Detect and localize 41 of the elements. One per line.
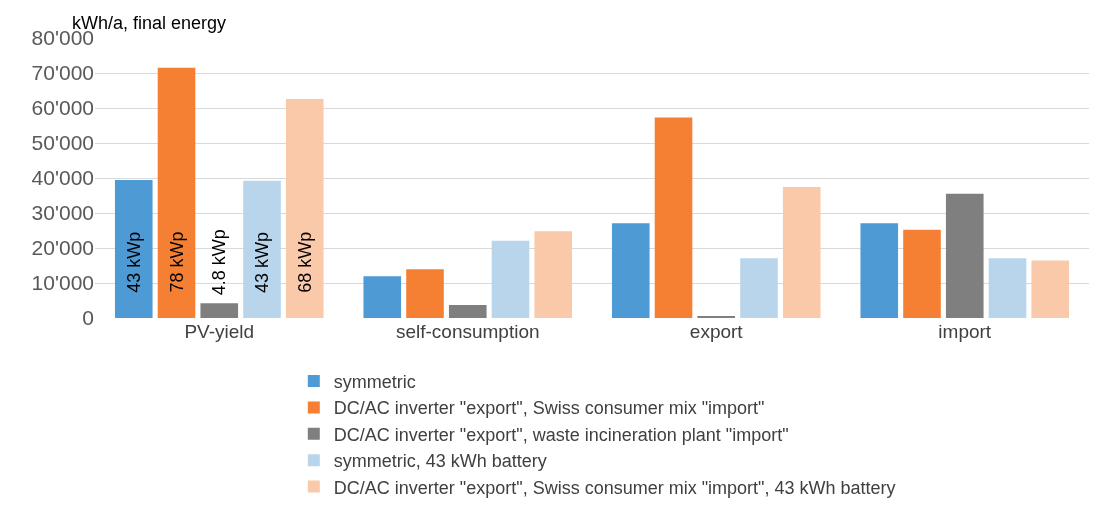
legend-label: DC/AC inverter "export", Swiss consumer mix "import" [333, 398, 765, 419]
y-tick-label: 40'000 [31, 166, 94, 190]
y-tick-label: 30'000 [31, 201, 94, 225]
bar [363, 276, 402, 318]
y-tick-label: 70'000 [31, 61, 94, 85]
bar [860, 223, 899, 318]
y-tick-label: 10'000 [31, 271, 94, 295]
annotation: 43 kWp [251, 231, 272, 293]
x-tick-label: import [938, 321, 992, 342]
bar [740, 258, 778, 318]
x-tick-label: self-consumption [395, 321, 540, 342]
bar [200, 303, 239, 318]
bar [448, 305, 487, 318]
bar [491, 240, 530, 318]
annotation: 4.8 kWp [209, 229, 230, 296]
legend-label: symmetric [333, 372, 416, 393]
annotation: 78 kWp [166, 231, 187, 293]
legend-label: symmetric, 43 kWh battery [333, 451, 547, 472]
bar [114, 180, 153, 318]
bar [243, 180, 281, 318]
annotation: 68 kWp [294, 231, 315, 293]
bar [945, 193, 984, 318]
bar [611, 223, 650, 318]
bar [903, 229, 941, 318]
annotation: 43 kWp [123, 231, 144, 293]
legend-label: DC/AC inverter "export", Swiss consumer mix "import", 43 kWh battery [333, 477, 896, 498]
x-tick-label: PV-yield [184, 321, 255, 342]
bar [1031, 260, 1070, 318]
bar [285, 98, 324, 318]
y-tick-label: 50'000 [31, 131, 94, 155]
bar [406, 269, 444, 318]
bar [534, 231, 573, 318]
y-tick-label: 0 [82, 306, 94, 330]
legend-label: DC/AC inverter "export", waste incineration plant "import" [333, 424, 789, 445]
bar [782, 187, 821, 318]
bar [157, 67, 196, 318]
y-tick-label: 60'000 [31, 96, 94, 120]
x-tick-label: export [689, 321, 744, 342]
bar [988, 258, 1027, 318]
bar [654, 117, 693, 318]
y-tick-label: 20'000 [31, 236, 94, 260]
